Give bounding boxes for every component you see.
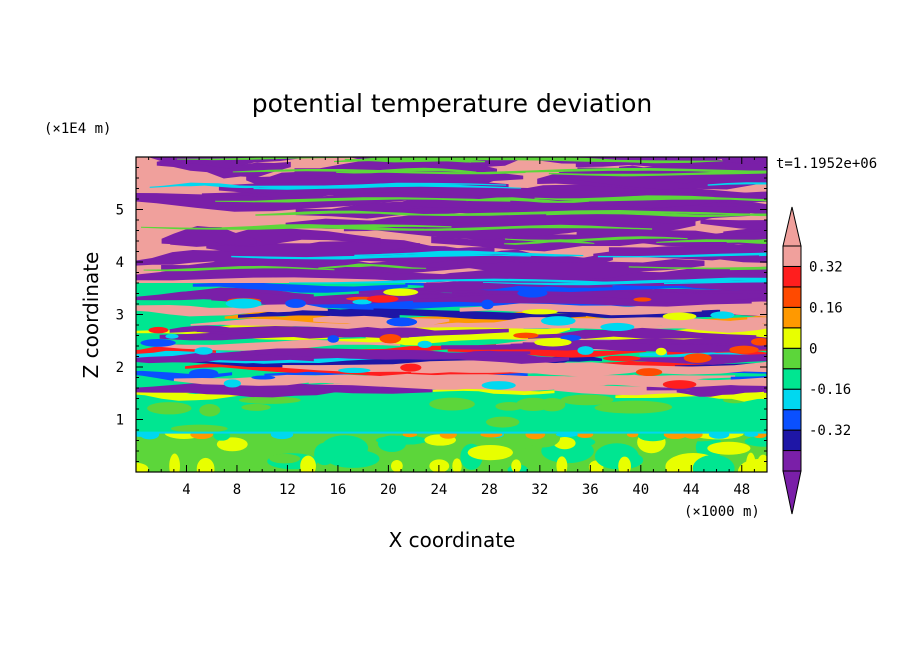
y-axis: 1 2 3 4 5 <box>116 167 767 462</box>
colorbar-swatch <box>782 327 802 349</box>
x-tick-label: 8 <box>233 482 241 498</box>
colorbar-swatch <box>782 347 802 370</box>
colorbar-tick-label: -0.32 <box>809 423 851 439</box>
y-tick-label: 1 <box>116 413 124 429</box>
x-tick-label: 20 <box>380 482 397 498</box>
colorbar-tick-label: 0 <box>809 341 817 357</box>
colorbar-extend-low <box>782 470 802 515</box>
x-tick-label: 40 <box>632 482 649 498</box>
chart-title: potential temperature deviation <box>252 89 652 118</box>
x-axis: 4 8 12 16 20 24 28 32 36 40 44 48 <box>148 157 755 498</box>
colorbar-swatch <box>782 306 802 329</box>
x-tick-label: 28 <box>481 482 498 498</box>
y-tick-label: 3 <box>116 308 124 324</box>
y-tick-label: 4 <box>116 255 124 271</box>
colorbar-swatch <box>782 429 802 452</box>
contour-field <box>136 157 767 472</box>
x-axis-label: X coordinate <box>389 528 516 552</box>
time-label: t=1.1952e+06 <box>776 156 877 172</box>
colorbar-extend-high <box>782 206 802 247</box>
y-axis-unit: (×1E4 m) <box>44 121 111 137</box>
colorbar-swatch <box>782 450 802 472</box>
colorbar-swatch <box>782 409 802 431</box>
x-axis-unit: (×1000 m) <box>684 504 760 520</box>
x-tick-label: 44 <box>683 482 700 498</box>
colorbar-tick-label: 0.16 <box>809 300 843 316</box>
x-tick-label: 24 <box>430 482 447 498</box>
x-tick-label: 16 <box>329 482 346 498</box>
y-tick-label: 5 <box>116 203 124 219</box>
colorbar: -0.32 -0.16 0 0.16 0.32 <box>782 206 851 515</box>
x-tick-label: 48 <box>733 482 750 498</box>
x-tick-label: 12 <box>279 482 296 498</box>
colorbar-tick-label: 0.32 <box>809 259 843 275</box>
x-tick-label: 36 <box>582 482 599 498</box>
colorbar-swatch <box>782 368 802 390</box>
colorbar-swatch <box>782 388 802 411</box>
colorbar-tick-label: -0.16 <box>809 382 851 398</box>
x-tick-label: 4 <box>182 482 190 498</box>
colorbar-swatch <box>782 286 802 308</box>
x-tick-label: 32 <box>531 482 548 498</box>
y-axis-label: Z coordinate <box>79 252 103 379</box>
y-tick-label: 2 <box>116 360 124 376</box>
colorbar-swatch <box>782 245 802 267</box>
colorbar-swatch <box>782 265 802 288</box>
